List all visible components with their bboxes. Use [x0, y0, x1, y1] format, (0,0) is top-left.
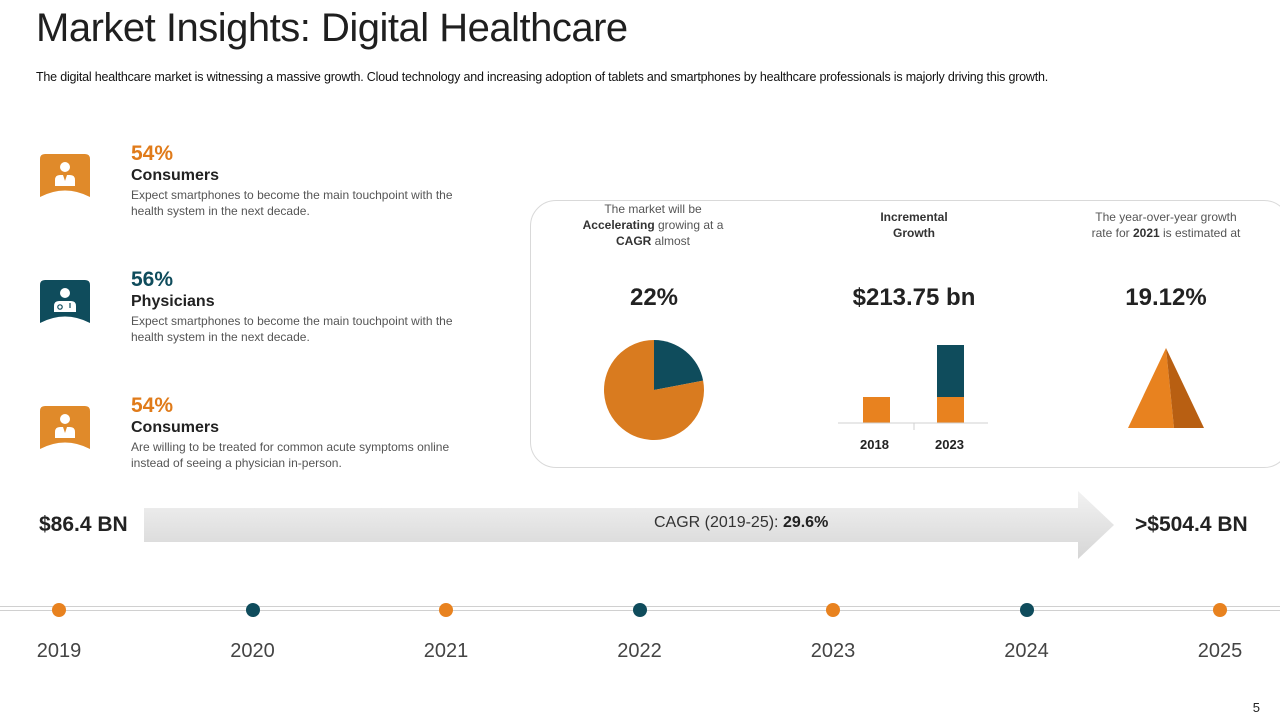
growth-value: $213.75 bn	[852, 284, 976, 311]
insights-panel	[530, 200, 1280, 468]
timeline-year-2025: 2025	[1197, 640, 1243, 662]
stat-description: Are willing to be treated for common acu…	[131, 440, 450, 470]
pie-slice-remainder	[604, 340, 704, 440]
timeline-year-2024: 2024	[1004, 640, 1049, 662]
stat-percent: 56%	[131, 268, 174, 291]
stat-description: Expect smartphones to become the main to…	[131, 188, 453, 218]
yoy-description: The year-over-year growth rate for 2021 …	[1091, 210, 1241, 240]
timeline-dot-2023	[826, 603, 840, 617]
timeline-year-2022: 2022	[617, 640, 662, 662]
yoy-value: 19.12%	[1125, 284, 1207, 311]
end-market-value: >$504.4 BN	[1135, 513, 1248, 536]
bar-label-2023: 2023	[935, 437, 964, 452]
stat-consumers-2: 54% Consumers Are willing to be treated …	[40, 394, 480, 474]
bar-label-2018: 2018	[860, 437, 889, 452]
growth-bar-chart	[838, 345, 988, 430]
timeline-year-2019: 2019	[36, 640, 82, 662]
person-icon	[40, 406, 90, 449]
stat-physicians: 56% Physicians Expect smartphones to bec…	[40, 268, 480, 348]
cagr-description: The market will be Accelerating growing …	[582, 202, 724, 248]
timeline-year-2020: 2020	[230, 640, 275, 662]
bar-2018-base	[863, 397, 890, 423]
start-market-value: $86.4 BN	[39, 513, 128, 536]
pyramid-icon	[1128, 348, 1204, 428]
page-title: Market Insights: Digital Healthcare	[36, 6, 628, 50]
timeline-dot-2021	[439, 603, 453, 617]
cagr-range-label: CAGR (2019-25): 29.6%	[654, 514, 829, 531]
pie-slice-cagr	[654, 340, 704, 390]
stat-percent: 54%	[131, 394, 174, 417]
timeline-dot-2020	[245, 603, 260, 617]
growth-arrow	[144, 491, 1114, 559]
person-icon	[40, 154, 90, 197]
timeline-dot-2024	[1019, 603, 1034, 617]
cagr-value: 22%	[629, 284, 679, 311]
page-number: 5	[1252, 700, 1260, 715]
page-subtitle: The digital healthcare market is witness…	[36, 70, 1049, 84]
growth-heading: Incremental Growth	[880, 210, 948, 240]
timeline-dot-2019	[52, 603, 66, 617]
timeline-year-2023: 2023	[810, 640, 856, 662]
timeline-dot-2022	[632, 603, 647, 617]
timeline-dot-2025	[1213, 603, 1227, 617]
stat-percent: 54%	[131, 142, 174, 165]
stat-label: Physicians	[131, 293, 215, 310]
doctor-icon	[40, 280, 90, 323]
stat-label: Consumers	[131, 167, 220, 184]
stat-label: Consumers	[131, 419, 220, 436]
stat-description: Expect smartphones to become the main to…	[131, 314, 453, 344]
timeline-year-2021: 2021	[423, 640, 469, 662]
bar-2023-incremental	[937, 345, 964, 397]
bar-2023-base	[937, 397, 964, 423]
stat-consumers-1: 54% Consumers Expect smartphones to beco…	[40, 142, 480, 222]
cagr-pie-chart	[604, 340, 704, 440]
